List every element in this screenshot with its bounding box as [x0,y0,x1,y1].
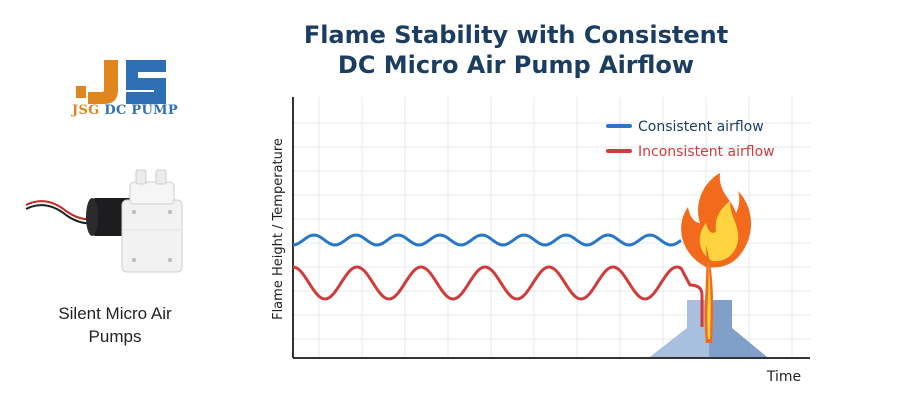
consistent-airflow-line [292,233,682,247]
micro-air-pump-image [25,169,183,273]
legend-label-inconsistent: Inconsistent airflow [638,144,775,160]
inconsistent-airflow-line [292,265,704,327]
legend-label-consistent: Consistent airflow [638,119,764,135]
x-axis-label: Time [766,369,801,385]
flame-stability-diagram: Flame Height / Temperature Time Consiste… [271,97,810,385]
product-caption: Silent Micro Air Pumps [58,304,172,346]
brand-logo [76,60,166,104]
diagram-title: Flame Stability with Consistent DC Micro… [303,21,729,79]
brand-name: JSG DC PUMP [72,103,178,118]
flame-icon [681,173,752,268]
y-axis-label: Flame Height / Temperature [271,138,286,320]
